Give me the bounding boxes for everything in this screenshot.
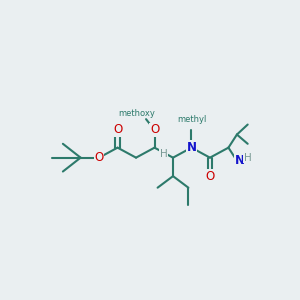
Text: N: N bbox=[235, 154, 245, 167]
Text: methoxy: methoxy bbox=[118, 109, 155, 118]
Text: O: O bbox=[150, 123, 159, 136]
Text: H: H bbox=[244, 153, 252, 163]
Text: H: H bbox=[160, 149, 168, 159]
Text: O: O bbox=[113, 123, 122, 136]
Text: O: O bbox=[94, 151, 104, 164]
Text: O: O bbox=[205, 169, 214, 183]
Text: N: N bbox=[187, 141, 196, 154]
Text: methyl: methyl bbox=[177, 115, 206, 124]
